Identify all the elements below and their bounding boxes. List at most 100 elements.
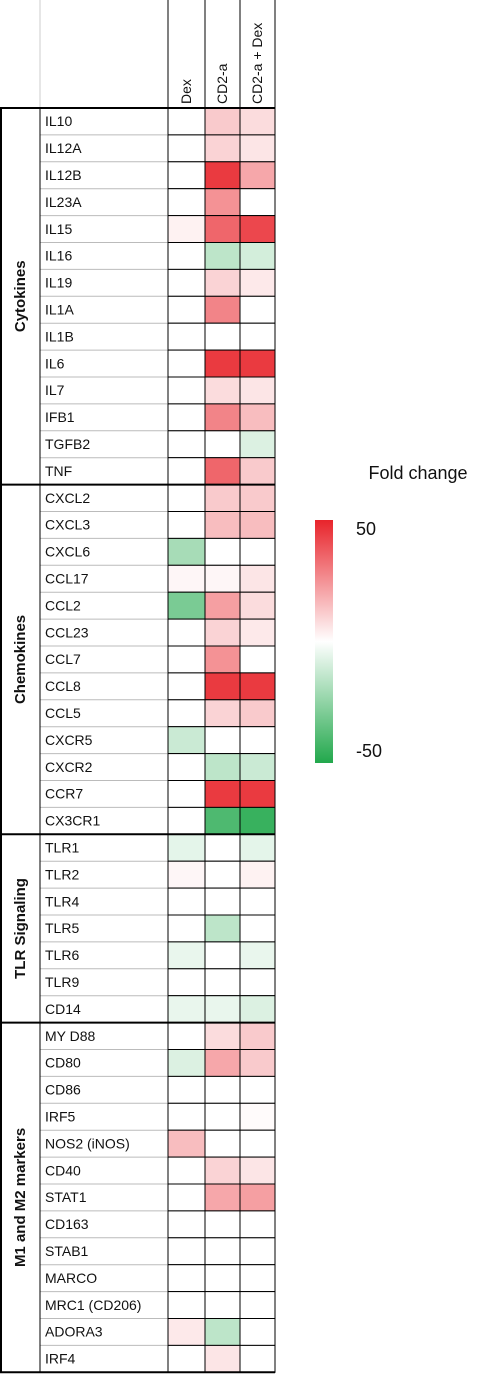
heat-cell xyxy=(204,995,241,1024)
heat-cell xyxy=(204,1264,241,1293)
heat-cell xyxy=(167,376,206,405)
heat-cell xyxy=(239,1264,276,1293)
heat-cell xyxy=(204,1210,241,1239)
heat-cell xyxy=(167,726,206,755)
heat-cell xyxy=(204,1022,241,1050)
heat-cell xyxy=(204,457,241,486)
heat-cell xyxy=(239,968,276,997)
gene-label: CD163 xyxy=(45,1216,89,1232)
heat-cell xyxy=(239,268,276,297)
heat-cell xyxy=(167,591,206,620)
heat-cell xyxy=(204,645,241,674)
heat-cell xyxy=(167,1049,206,1077)
gene-label: IL1A xyxy=(45,301,74,317)
gene-label: CXCR2 xyxy=(45,759,93,775)
gene-label: IL15 xyxy=(45,221,72,237)
gene-label: IL12A xyxy=(45,140,82,156)
heat-cell xyxy=(167,753,206,781)
heat-cell xyxy=(167,537,206,566)
heat-cell xyxy=(204,268,241,297)
gene-label: TLR2 xyxy=(45,866,79,882)
heat-cell xyxy=(239,1075,276,1104)
heat-cell xyxy=(167,1022,206,1050)
gene-label: IL10 xyxy=(45,113,72,129)
gene-label: IL23A xyxy=(45,194,82,210)
heat-cell xyxy=(204,161,241,190)
heat-cell xyxy=(239,511,276,539)
heat-cell xyxy=(167,1264,206,1293)
heat-cell xyxy=(167,860,206,889)
gene-label: CX3CR1 xyxy=(45,813,100,829)
column-label: Dex xyxy=(178,79,194,104)
heat-cell xyxy=(239,1156,276,1185)
colorbar-title: Fold change xyxy=(368,463,467,483)
gene-label: IL12B xyxy=(45,167,82,183)
heat-cell xyxy=(167,349,206,378)
heat-cell xyxy=(239,1291,276,1319)
heat-cell xyxy=(167,1210,206,1239)
heat-cell xyxy=(167,1129,206,1158)
heat-cell xyxy=(239,995,276,1024)
heat-cell xyxy=(204,1156,241,1185)
heat-cell xyxy=(204,511,241,539)
column-label: CD2-a + Dex xyxy=(249,23,265,104)
heat-cell xyxy=(167,268,206,297)
heat-cell xyxy=(239,860,276,889)
heat-cell xyxy=(239,672,276,701)
gene-label: MY D88 xyxy=(45,1028,96,1044)
heat-cell xyxy=(167,295,206,324)
heat-cell xyxy=(204,1129,241,1158)
heat-cell xyxy=(239,376,276,405)
heat-cell xyxy=(239,537,276,566)
gene-label: TLR9 xyxy=(45,974,79,990)
heat-cell xyxy=(167,645,206,674)
heat-cell xyxy=(204,1237,241,1266)
heat-cell xyxy=(239,1022,276,1050)
heat-cell xyxy=(167,1183,206,1212)
heat-cell xyxy=(167,806,206,835)
heat-cell xyxy=(204,134,241,163)
heat-cell xyxy=(167,484,206,513)
heat-cell xyxy=(239,349,276,378)
heat-cell xyxy=(204,1049,241,1077)
heat-cell xyxy=(167,215,206,244)
heat-cell xyxy=(167,914,206,943)
heat-cell xyxy=(239,806,276,835)
heat-cell xyxy=(239,645,276,674)
gene-label: IL16 xyxy=(45,248,72,264)
heat-cell xyxy=(204,107,241,136)
gene-label: CCL8 xyxy=(45,678,81,694)
heat-cell xyxy=(204,1344,241,1373)
heat-cell xyxy=(167,564,206,593)
heat-cell xyxy=(167,403,206,432)
heat-cell xyxy=(239,457,276,486)
heat-cell xyxy=(239,1049,276,1077)
heat-cell xyxy=(204,806,241,835)
heat-cell xyxy=(167,161,206,190)
heat-cell xyxy=(239,107,276,136)
gene-label: MRC1 (CD206) xyxy=(45,1297,141,1313)
heat-cell xyxy=(167,457,206,486)
group-label: TLR Signaling xyxy=(12,878,29,979)
heat-cell xyxy=(239,322,276,351)
heat-cell xyxy=(239,242,276,270)
heat-cell xyxy=(239,295,276,324)
heat-cell xyxy=(204,537,241,566)
heat-cell xyxy=(239,914,276,943)
gene-label: CD80 xyxy=(45,1055,81,1071)
gene-label: IRF5 xyxy=(45,1108,76,1124)
heat-cell xyxy=(204,188,241,217)
heat-cell xyxy=(239,134,276,163)
heat-cell xyxy=(204,1318,241,1346)
column-label: CD2-a xyxy=(214,63,230,104)
heat-cell xyxy=(204,349,241,378)
gene-label: CCL7 xyxy=(45,651,81,667)
heat-cell xyxy=(239,484,276,513)
heat-cell xyxy=(204,672,241,701)
heat-cell xyxy=(239,1210,276,1239)
heat-cell xyxy=(167,1075,206,1104)
heat-cell xyxy=(204,1291,241,1319)
heat-cell xyxy=(204,914,241,943)
heat-cell xyxy=(204,1075,241,1104)
heat-cell xyxy=(204,484,241,513)
